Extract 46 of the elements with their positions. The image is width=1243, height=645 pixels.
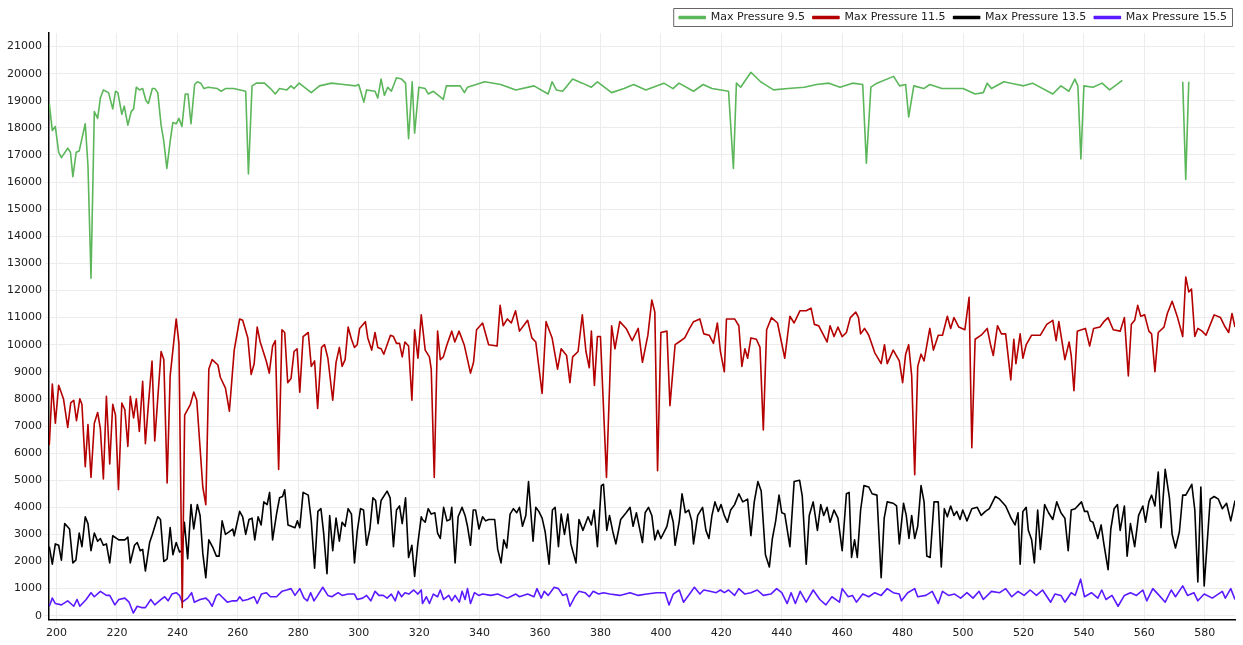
- y-tick-label: 15000: [6, 202, 42, 216]
- x-tick-label: 520: [1012, 626, 1034, 640]
- y-tick-label: 10000: [6, 337, 42, 351]
- y-tick-label: 21000: [6, 39, 42, 53]
- y-tick-label: 5000: [13, 473, 42, 487]
- x-tick-label: 440: [771, 626, 793, 640]
- x-tick-label: 320: [408, 626, 430, 640]
- y-tick-label: 3000: [13, 527, 42, 541]
- x-tick-label: 280: [287, 626, 309, 640]
- x-tick-label: 240: [166, 626, 188, 640]
- legend-label: Max Pressure 13.5: [985, 10, 1087, 24]
- y-tick-label: 18000: [6, 120, 42, 134]
- y-tick-label: 2000: [13, 554, 42, 568]
- y-tick-label: 14000: [6, 229, 42, 243]
- x-tick-label: 480: [892, 626, 914, 640]
- x-tick-label: 380: [589, 626, 611, 640]
- legend-label: Max Pressure 9.5: [710, 10, 805, 24]
- x-tick-label: 300: [348, 626, 370, 640]
- y-tick-label: 9000: [13, 364, 42, 378]
- x-tick-label: 580: [1194, 626, 1216, 640]
- y-tick-label: 1000: [13, 581, 42, 595]
- y-tick-label: 13000: [6, 256, 42, 270]
- x-tick-label: 360: [529, 626, 551, 640]
- y-tick-label: 4000: [13, 500, 42, 514]
- y-tick-label: 7000: [13, 418, 42, 432]
- x-tick-label: 220: [106, 626, 128, 640]
- y-tick-label: 12000: [6, 283, 42, 297]
- y-tick-label: 8000: [13, 391, 42, 405]
- y-tick-label: 19000: [6, 93, 42, 107]
- legend-label: Max Pressure 15.5: [1125, 10, 1228, 24]
- x-tick-label: 340: [469, 626, 491, 640]
- x-tick-label: 420: [710, 626, 732, 640]
- y-tick-label: 17000: [6, 147, 42, 161]
- x-tick-label: 560: [1133, 626, 1155, 640]
- x-tick-label: 540: [1073, 626, 1095, 640]
- y-tick-label: 16000: [6, 174, 42, 188]
- x-tick-label: 500: [952, 626, 974, 640]
- legend-label: Max Pressure 11.5: [844, 10, 946, 24]
- y-tick-label: 20000: [6, 66, 42, 80]
- x-tick-label: 400: [650, 626, 672, 640]
- x-tick-label: 200: [46, 626, 68, 640]
- y-tick-label: 11000: [6, 310, 42, 324]
- x-tick-label: 260: [227, 626, 249, 640]
- y-tick-label: 6000: [13, 445, 42, 459]
- y-tick-label: 0: [34, 608, 42, 622]
- x-tick-label: 460: [831, 626, 853, 640]
